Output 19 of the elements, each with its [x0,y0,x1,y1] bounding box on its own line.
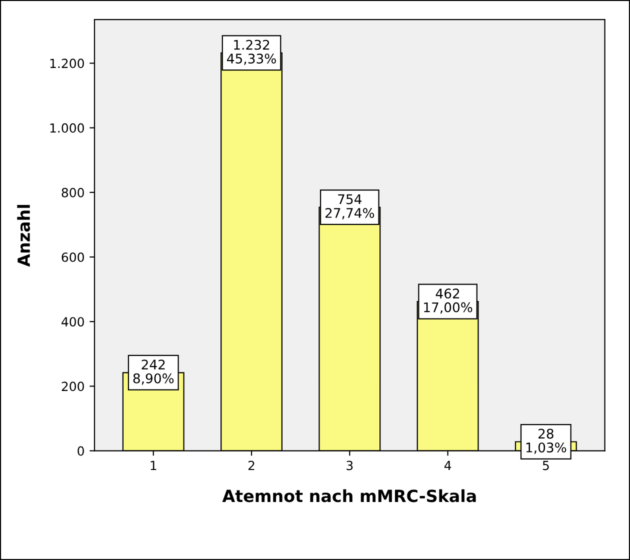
y-tick-label: 200 [62,382,84,392]
y-axis-title: Anzahl [17,204,30,267]
x-axis-title: Atemnot nach mMRC-Skala [222,489,476,502]
data-label: 28 1,03% [526,428,566,454]
x-tick-label: 4 [444,460,452,470]
data-label: 1.232 45,33% [227,40,276,65]
x-tick-label: 5 [542,460,549,470]
x-tick-label: 3 [346,460,353,470]
y-tick-label: 0 [78,446,84,456]
data-label: 462 17,00% [424,288,472,314]
y-tick-label: 400 [62,317,84,327]
y-tick-label: 600 [62,252,84,262]
x-tick-label: 1 [150,460,156,470]
data-label: 242 8,90% [133,360,174,385]
data-label: 754 27,74% [325,194,374,220]
x-tick-label: 2 [248,460,254,470]
y-tick-label: 1.200 [50,58,84,68]
y-tick-label: 800 [62,188,84,198]
y-tick-label: 1.000 [50,123,84,133]
